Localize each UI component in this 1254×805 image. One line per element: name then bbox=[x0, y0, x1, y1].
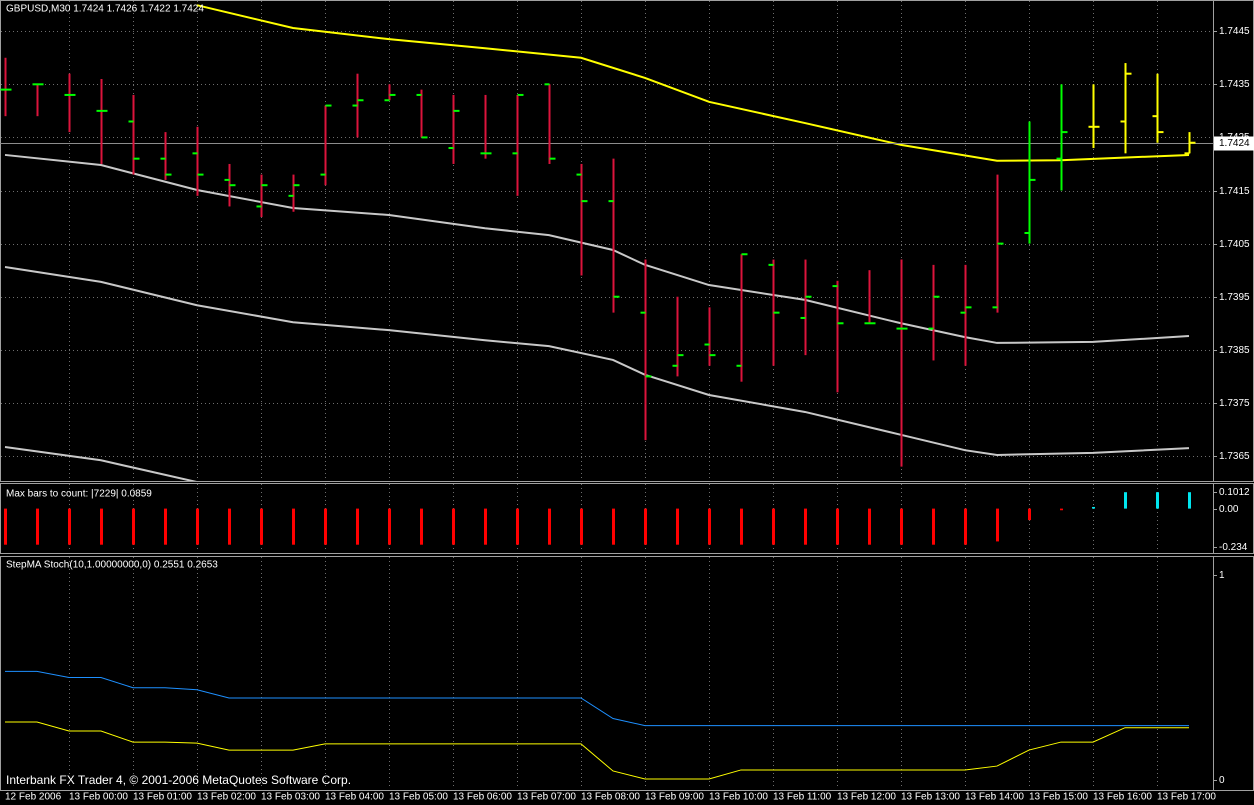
moving-average-line bbox=[4, 153, 1190, 344]
time-label: 13 Feb 09:00 bbox=[645, 792, 704, 803]
indicator-tick-label: -0.234 bbox=[1219, 542, 1248, 553]
histogram-bar bbox=[484, 508, 487, 545]
histogram-bar bbox=[452, 508, 455, 545]
histogram-bar bbox=[516, 508, 519, 545]
time-label: 13 Feb 04:00 bbox=[325, 792, 384, 803]
price-tick-label: 1.7415 bbox=[1219, 186, 1250, 197]
histogram-bar bbox=[1156, 492, 1159, 509]
moving-average-line bbox=[4, 446, 197, 481]
histogram-bar bbox=[36, 508, 39, 545]
time-label: 13 Feb 00:00 bbox=[69, 792, 128, 803]
moving-average-line bbox=[196, 4, 1190, 162]
histogram-bar bbox=[900, 508, 903, 545]
histogram-bar bbox=[1092, 506, 1095, 509]
indicator-title: Max bars to count: |7229| 0.0859 bbox=[6, 489, 152, 500]
histogram-bar bbox=[804, 508, 807, 545]
price-tick-label: 1.7395 bbox=[1219, 292, 1250, 303]
price-tick-label: 1.7405 bbox=[1219, 239, 1250, 250]
histogram-bar bbox=[1124, 492, 1127, 509]
histogram-bar bbox=[324, 508, 327, 545]
indicator-title: StepMA Stoch(10,1.00000000,0) 0.2551 0.2… bbox=[6, 560, 218, 571]
time-label: 13 Feb 13:00 bbox=[901, 792, 960, 803]
price-tick-label: 1.7385 bbox=[1219, 345, 1250, 356]
histogram-bar bbox=[388, 508, 391, 545]
price-tick-label: 1.7435 bbox=[1219, 79, 1250, 90]
time-label: 13 Feb 01:00 bbox=[133, 792, 192, 803]
histogram-bar bbox=[836, 508, 839, 545]
histogram-bar bbox=[932, 508, 935, 545]
copyright-footer: Interbank FX Trader 4, © 2001-2006 MetaQ… bbox=[6, 773, 351, 787]
histogram-bar bbox=[4, 508, 7, 545]
time-label: 13 Feb 05:00 bbox=[389, 792, 448, 803]
chart-title: GBPUSD,M30 1.7424 1.7426 1.7422 1.7424 bbox=[6, 4, 204, 15]
histogram-bar bbox=[292, 508, 295, 545]
time-label: 13 Feb 17:00 bbox=[1157, 792, 1216, 803]
histogram-bar bbox=[868, 508, 871, 545]
stoch-line bbox=[5, 721, 1189, 780]
time-label: 13 Feb 07:00 bbox=[517, 792, 576, 803]
time-label: 13 Feb 11:00 bbox=[773, 792, 832, 803]
histogram-bar bbox=[1188, 492, 1191, 509]
histogram-bar bbox=[228, 508, 231, 545]
time-label: 13 Feb 10:00 bbox=[709, 792, 768, 803]
histogram-bar bbox=[740, 508, 743, 545]
histogram-bar bbox=[612, 508, 615, 545]
time-label: 13 Feb 14:00 bbox=[965, 792, 1024, 803]
histogram-bar bbox=[676, 508, 679, 545]
moving-average-line bbox=[4, 266, 1190, 456]
time-label: 12 Feb 2006 bbox=[5, 792, 62, 803]
price-tick-label: 1.7375 bbox=[1219, 398, 1250, 409]
histogram-bar bbox=[420, 508, 423, 545]
indicator-tick-label: 0.1012 bbox=[1219, 487, 1250, 498]
price-plot bbox=[0, 4, 1213, 481]
histogram-bar bbox=[1028, 508, 1031, 521]
time-label: 13 Feb 02:00 bbox=[197, 792, 256, 803]
current-price-label: 1.7424 bbox=[1219, 138, 1250, 149]
histogram-bar bbox=[196, 508, 199, 545]
histogram-bar bbox=[164, 508, 167, 545]
time-label: 13 Feb 12:00 bbox=[837, 792, 896, 803]
time-label: 13 Feb 03:00 bbox=[261, 792, 320, 803]
indicator-tick-label: 0.00 bbox=[1219, 504, 1239, 515]
histogram-bar bbox=[580, 508, 583, 545]
stoch-tick-label: 0 bbox=[1219, 775, 1225, 786]
histogram-bar bbox=[100, 508, 103, 545]
stoch-tick-label: 1 bbox=[1219, 570, 1225, 581]
price-tick-label: 1.7365 bbox=[1219, 451, 1250, 462]
time-label: 13 Feb 06:00 bbox=[453, 792, 512, 803]
histogram-bar bbox=[1060, 508, 1063, 511]
histogram-bar bbox=[708, 508, 711, 545]
histogram-bar bbox=[132, 508, 135, 545]
histogram-bar bbox=[68, 508, 71, 545]
histogram-bar bbox=[644, 508, 647, 545]
price-tick-label: 1.7445 bbox=[1219, 26, 1250, 37]
histogram-bar bbox=[548, 508, 551, 545]
histogram-bar bbox=[964, 508, 967, 545]
histogram-bar bbox=[772, 508, 775, 545]
histogram-bar bbox=[356, 508, 359, 545]
histogram-bar bbox=[996, 508, 999, 542]
histogram-bar bbox=[260, 508, 263, 545]
time-label: 13 Feb 15:00 bbox=[1029, 792, 1088, 803]
time-label: 13 Feb 16:00 bbox=[1093, 792, 1152, 803]
current-price-box bbox=[1214, 136, 1254, 151]
time-label: 13 Feb 08:00 bbox=[581, 792, 640, 803]
stoch-line bbox=[5, 670, 1189, 727]
